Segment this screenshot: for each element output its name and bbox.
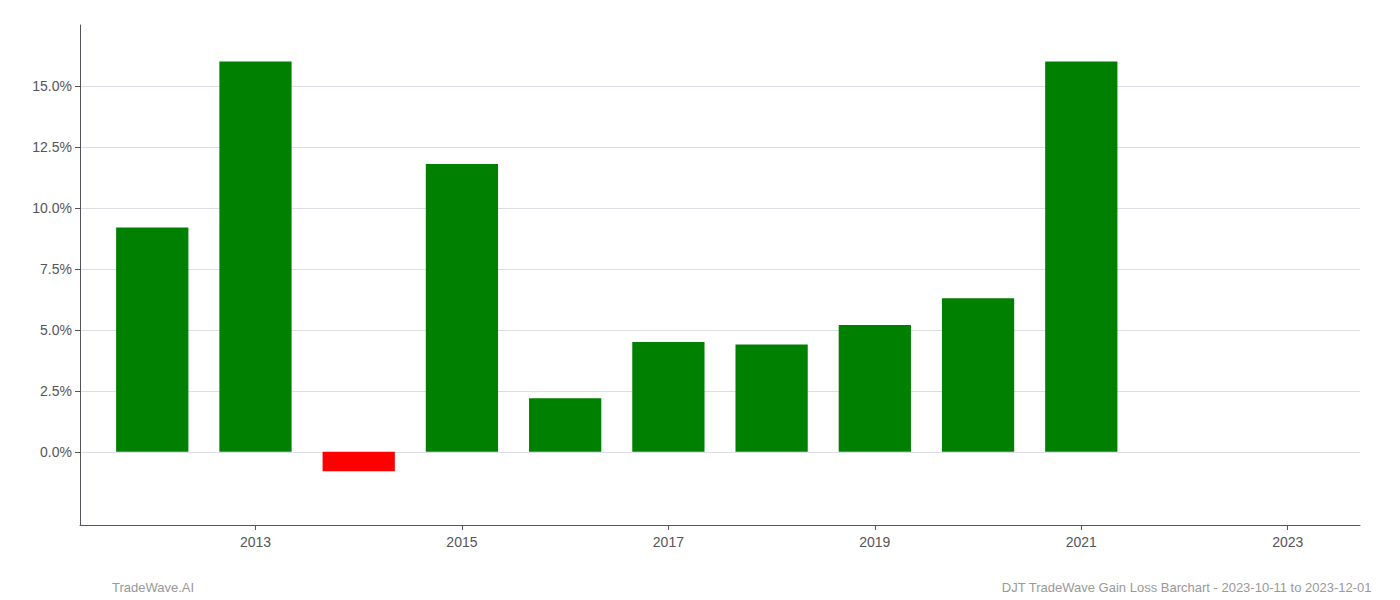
svg-text:2017: 2017: [653, 534, 684, 550]
svg-text:2.5%: 2.5%: [40, 383, 72, 399]
svg-text:2015: 2015: [446, 534, 477, 550]
svg-text:12.5%: 12.5%: [32, 139, 72, 155]
svg-text:15.0%: 15.0%: [32, 78, 72, 94]
svg-text:5.0%: 5.0%: [40, 322, 72, 338]
svg-text:7.5%: 7.5%: [40, 261, 72, 277]
svg-text:2021: 2021: [1066, 534, 1097, 550]
svg-text:TradeWave.AI: TradeWave.AI: [112, 580, 194, 595]
svg-text:0.0%: 0.0%: [40, 444, 72, 460]
svg-text:DJT TradeWave Gain Loss Barcha: DJT TradeWave Gain Loss Barchart - 2023-…: [1002, 580, 1372, 595]
svg-text:2023: 2023: [1272, 534, 1303, 550]
svg-text:2019: 2019: [859, 534, 890, 550]
svg-text:2013: 2013: [240, 534, 271, 550]
svg-text:10.0%: 10.0%: [32, 200, 72, 216]
